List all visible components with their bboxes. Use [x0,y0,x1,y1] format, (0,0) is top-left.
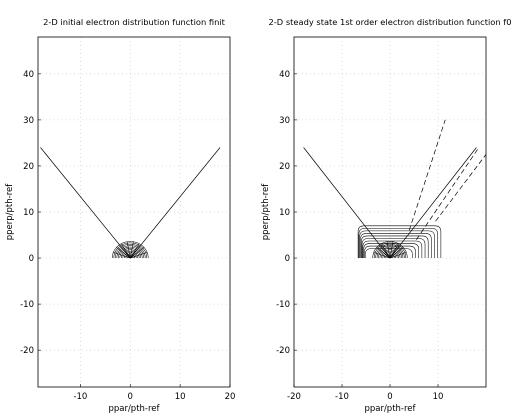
right-panel: 2-D steady state 1st order electron dist… [261,17,511,414]
right-contour [386,255,394,259]
right-dashed-boundary-line [416,147,480,240]
left-chart-title: 2-D initial electron distribution functi… [43,17,226,27]
left-x-tick-label: -10 [73,392,87,402]
right-y-tick-label: 10 [279,208,290,218]
right-contour-ray [389,241,394,259]
right-solid-boundary-line [389,147,477,259]
left-contour-ray [130,252,148,259]
left-contour-ray [113,252,131,259]
left-solid-boundary-line [129,147,221,259]
right-extended-contour [359,230,435,259]
left-contour [125,253,136,259]
right-extended-contour [363,243,419,259]
left-contour-ray [126,241,131,259]
right-y-tick-label: 40 [279,70,290,80]
right-tick-labels: -20 -10 0 10 -20 -10 0 10 20 30 40 [276,70,443,402]
right-x-tick-label: 0 [387,392,392,402]
right-extended-contour [361,238,426,259]
right-contour [376,245,404,259]
right-x-tick-label: -20 [287,392,301,402]
right-contour [375,244,405,259]
left-x-tick-label: 0 [128,392,133,402]
right-y-axis-label: pperp/pth-ref [261,183,271,240]
left-y-tick-label: -10 [20,300,34,310]
left-contour [113,242,147,259]
right-y-tick-label: 30 [279,116,290,126]
left-y-tick-label: 20 [23,162,34,172]
left-y-tick-label: 40 [23,70,34,80]
right-x-tick-label: 10 [433,392,444,402]
left-contours [112,241,149,259]
right-x-axis-label: ppar/pth-ref [364,404,416,414]
right-y-tick-label: 0 [285,254,290,264]
left-y-tick-label: -20 [20,346,34,356]
right-extended-contour [358,228,438,259]
left-contour [112,241,149,259]
right-contour [372,241,408,259]
right-solid-boundary-line [303,147,391,259]
left-tick-labels: -10 0 10 20 -20 -10 0 10 20 30 40 [20,70,235,402]
right-extended-contour [362,240,423,259]
right-dashed-boundary-line [435,154,487,222]
left-y-tick-label: 10 [23,208,34,218]
right-contour-ray [373,252,391,259]
right-gridlines [293,37,486,387]
right-extended-contour [360,233,432,259]
right-extended-contour [357,225,442,259]
right-boundary-lines [303,119,487,259]
right-contour [373,242,407,259]
left-x-axis-label: ppar/pth-ref [108,404,160,414]
right-contour-ray [389,252,407,259]
left-contour-ray [130,247,145,259]
left-x-tick-label: 10 [175,392,186,402]
left-panel: 2-D initial electron distribution functi… [5,17,235,414]
right-extended-contour [364,245,416,259]
right-y-tick-label: -10 [276,300,290,310]
left-contour [115,244,146,259]
left-y-axis-label: pperp/pth-ref [5,183,15,240]
right-extended-contour [364,248,413,259]
left-contour [118,246,143,259]
left-gridlines [38,37,231,387]
left-contour-ray [116,247,131,259]
right-contour [385,253,395,259]
left-contour [116,245,144,259]
left-y-tick-label: 30 [23,116,34,126]
right-contour-ray [376,247,391,259]
right-dashed-boundary-line [408,119,446,231]
left-contour [126,255,134,259]
right-extended-contour [360,235,429,259]
left-y-tick-label: 0 [29,254,34,264]
right-y-tick-label: 20 [279,162,290,172]
right-y-tick-label: -20 [276,346,290,356]
right-chart-title: 2-D steady state 1st order electron dist… [269,17,512,27]
left-x-tick-label: 20 [225,392,236,402]
left-boundary-lines [40,147,221,259]
right-contours [357,225,442,259]
right-contour-ray [386,241,391,259]
left-contour-ray [129,241,134,259]
left-solid-boundary-line [40,147,131,259]
right-x-tick-label: -10 [335,392,349,402]
right-contour-ray [389,247,404,259]
